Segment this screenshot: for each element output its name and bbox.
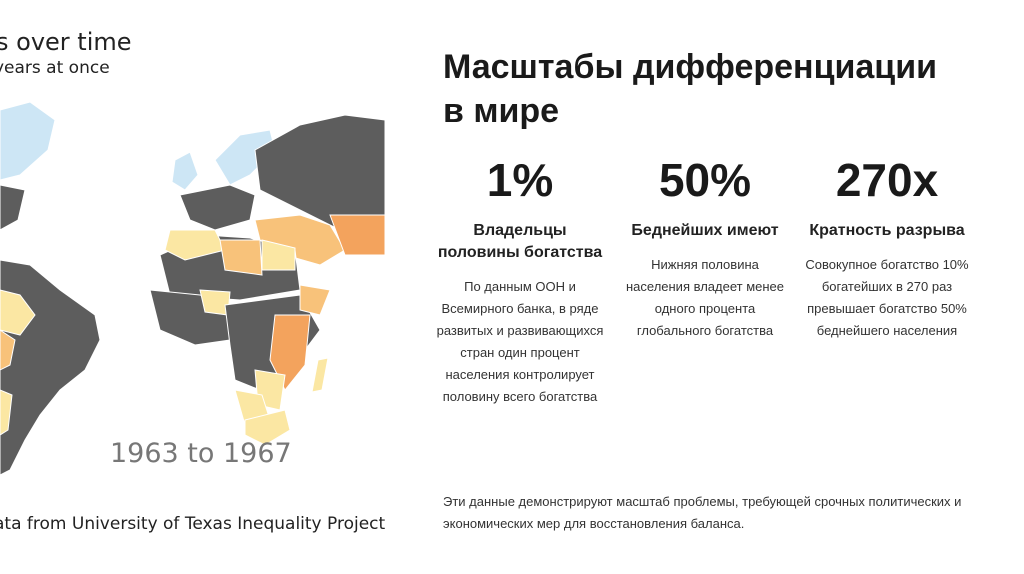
map-western-europe xyxy=(179,184,256,231)
stat-column-1: 1% Владельцы половины богатства По данны… xyxy=(435,150,605,408)
stat-heading: Владельцы половины богатства xyxy=(437,222,603,261)
map-africa-orange-1 xyxy=(219,239,263,276)
stat-description: Нижняя половина населения владеет менее … xyxy=(625,257,785,338)
map-africa-yellow-1 xyxy=(164,229,226,261)
stat-value: 270x xyxy=(835,154,939,206)
stat-column-3: 270x Кратность разрыва Совокупное богатс… xyxy=(802,150,972,342)
map-south-america-yellow xyxy=(0,289,36,336)
map-africa-yellow-2 xyxy=(261,239,296,271)
map-source: ata from University of Texas Inequality … xyxy=(0,514,386,534)
map-north-america xyxy=(0,184,26,231)
stat-value: 50% xyxy=(658,154,752,206)
stat-description: Совокупное богатство 10% богатейших в 27… xyxy=(805,257,969,338)
world-map-image xyxy=(0,101,386,476)
map-south-america-south xyxy=(0,389,13,436)
map-title: s over time xyxy=(0,28,132,56)
map-south-america-orange xyxy=(0,329,16,371)
map-subtitle: years at once xyxy=(0,58,110,78)
footer-text: Эти данные демонстрируют масштаб проблем… xyxy=(443,494,962,531)
map-years-label: 1963 to 1967 xyxy=(110,438,292,469)
map-horn-of-africa xyxy=(299,284,331,316)
map-central-asia xyxy=(329,214,386,256)
stat-heading: Кратность разрыва xyxy=(809,222,965,239)
stat-value: 1% xyxy=(486,154,554,206)
stat-heading: Беднейших имеют xyxy=(631,222,779,239)
map-south-america xyxy=(0,259,101,476)
map-uk xyxy=(171,151,199,191)
slide-title: Масштабы дифференциации в мире xyxy=(443,48,938,130)
map-madagascar xyxy=(311,357,329,393)
map-south-africa xyxy=(244,409,291,446)
map-greenland xyxy=(0,101,56,181)
map-east-africa xyxy=(269,314,311,391)
stat-column-2: 50% Беднейших имеют Нижняя половина насе… xyxy=(620,150,790,342)
map-russia xyxy=(254,114,386,231)
world-map-panel: s over time years at once xyxy=(0,0,400,574)
stat-description: По данным ООН и Всемирного банка, в ряде… xyxy=(436,279,604,404)
